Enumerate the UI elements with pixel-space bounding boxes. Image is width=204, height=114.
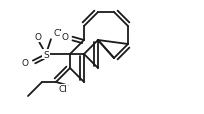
- Text: O: O: [34, 33, 41, 42]
- Text: Cl: Cl: [58, 85, 67, 94]
- Text: S: S: [43, 50, 49, 59]
- Text: O: O: [21, 58, 28, 67]
- Text: Cl: Cl: [54, 29, 63, 38]
- Text: O: O: [61, 32, 68, 41]
